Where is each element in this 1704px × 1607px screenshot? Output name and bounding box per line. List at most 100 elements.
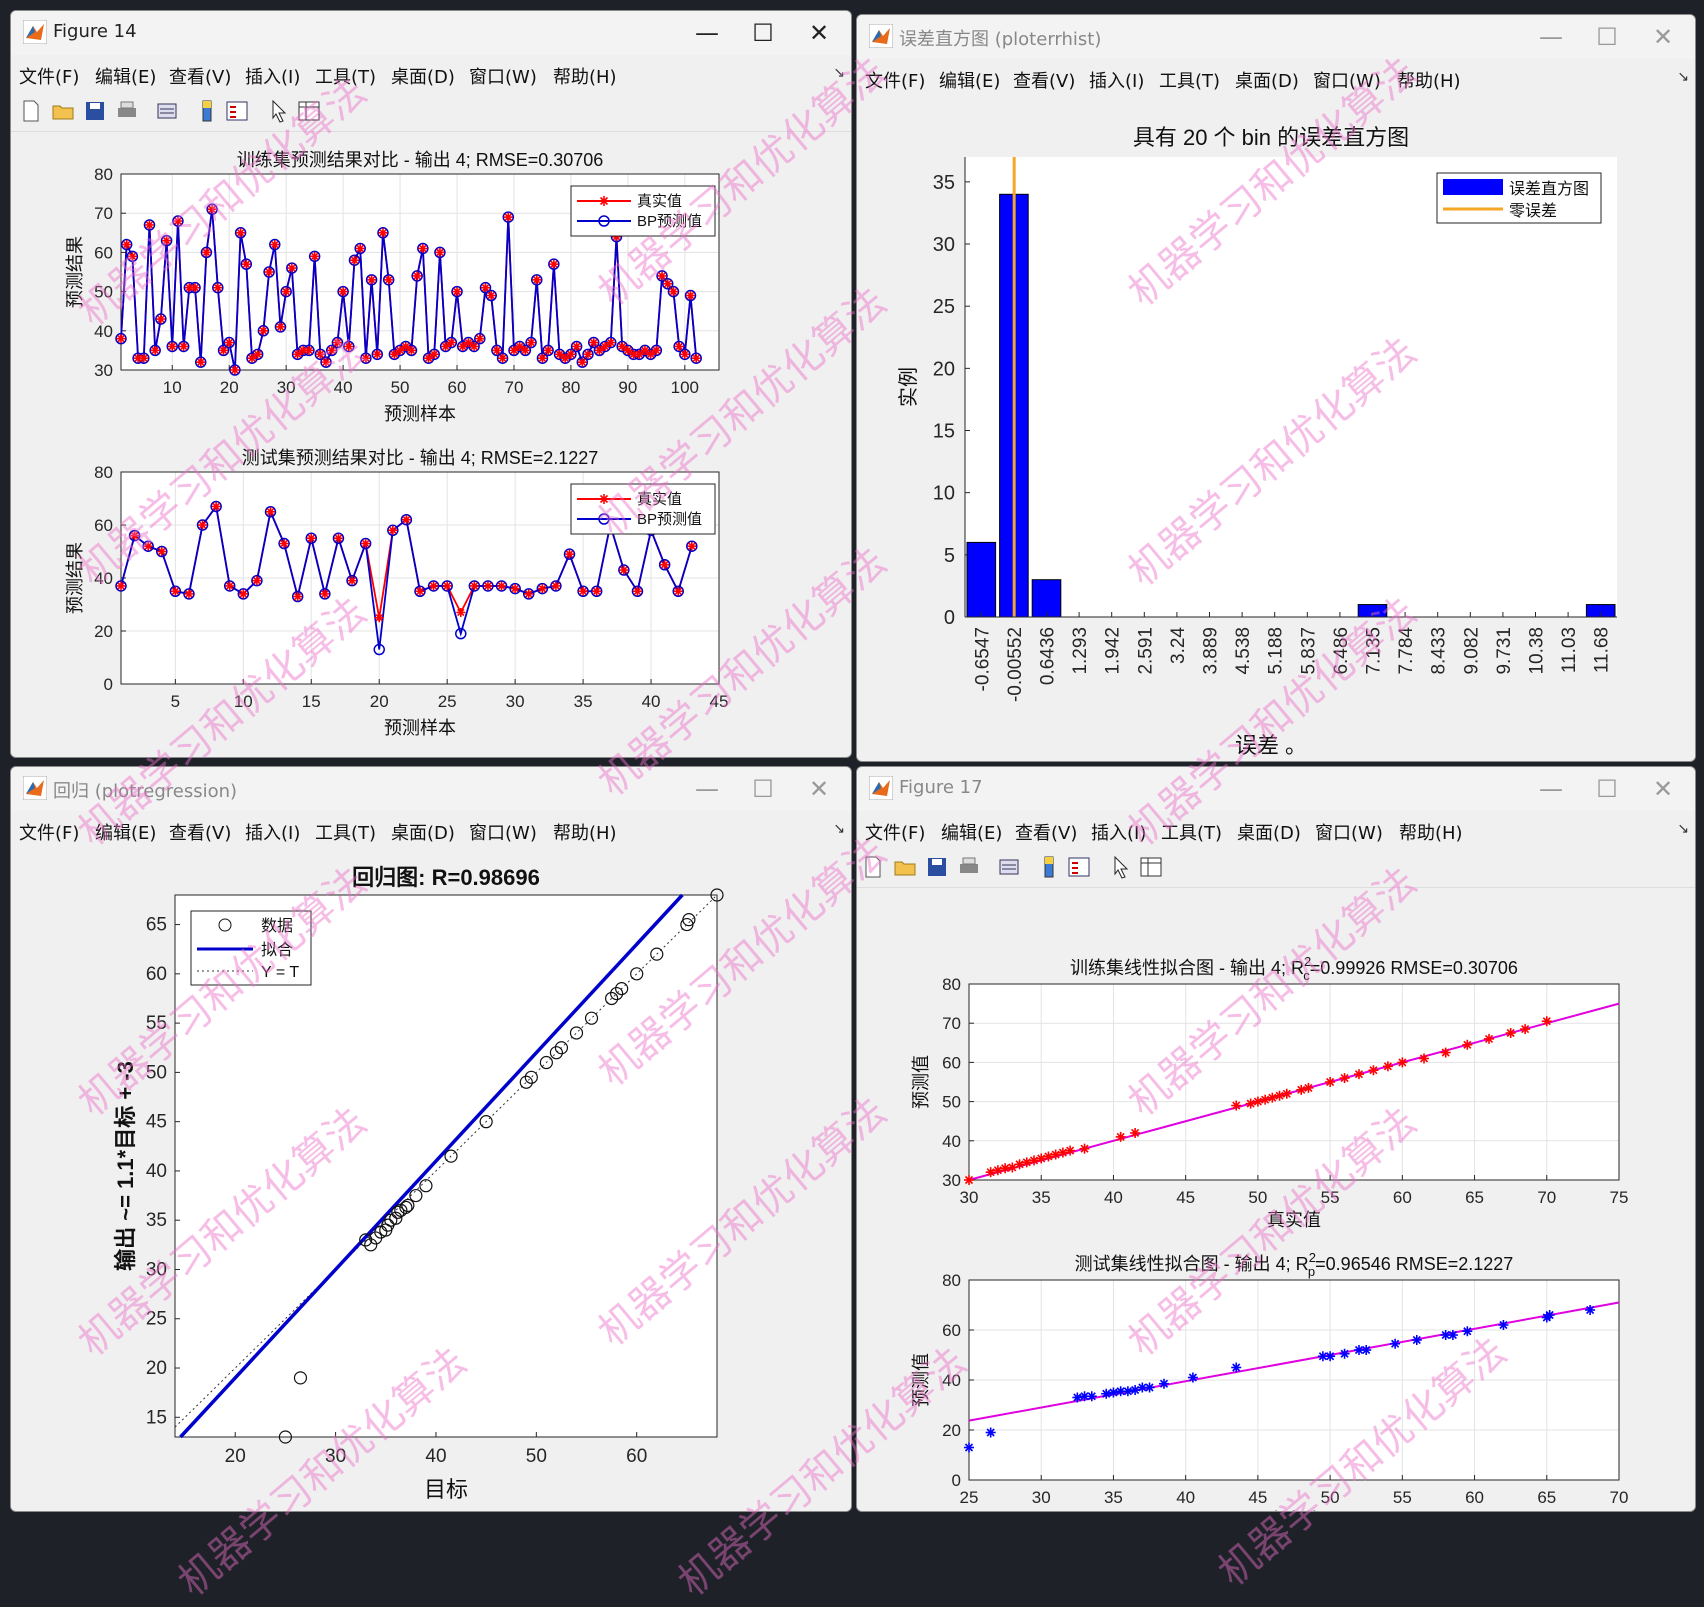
menu-desktop[interactable]: 桌面(D) (391, 67, 455, 88)
menu-desktop[interactable]: 桌面(D) (1235, 71, 1299, 92)
title-bar[interactable]: 误差直方图 (ploterrhist) — ☐ ✕ (857, 15, 1695, 59)
menu-edit[interactable]: 编辑(E) (95, 67, 157, 88)
print-icon[interactable] (115, 99, 139, 123)
data-point (1303, 1082, 1314, 1093)
maximize-button[interactable]: ☐ (752, 19, 774, 47)
title-bar[interactable]: 回归 (plotregression) — ☐ ✕ (11, 767, 851, 811)
y-tick-label: 65 (146, 915, 167, 936)
menu-help[interactable]: 帮助(H) (1399, 823, 1463, 844)
star-stroke (567, 350, 575, 359)
menu-tools[interactable]: 工具(T) (315, 823, 377, 844)
pred-point (690, 352, 702, 364)
maximize-button[interactable]: ☐ (1596, 23, 1618, 51)
true-point (361, 539, 371, 549)
menu-insert[interactable]: 插入(I) (245, 67, 301, 88)
true-point (551, 581, 561, 591)
menu-tools[interactable]: 工具(T) (1159, 71, 1221, 92)
minimize-button[interactable]: — (695, 775, 719, 803)
legend-icon[interactable] (1067, 855, 1091, 879)
save-icon[interactable] (83, 99, 107, 123)
menu-help[interactable]: 帮助(H) (553, 823, 617, 844)
figure-canvas: 回归图: R=0.98696 20 30 40 50 60 15 20 25 30 35 40 45 50… (11, 847, 851, 1511)
save-icon[interactable] (925, 855, 949, 879)
pred-point (354, 242, 366, 255)
true-point (600, 341, 610, 351)
menu-view[interactable]: 查看(V) (169, 823, 232, 844)
menu-edit[interactable]: 编辑(E) (939, 71, 1001, 92)
menu-tools[interactable]: 工具(T) (1161, 823, 1223, 844)
menu-file[interactable]: 文件(F) (865, 71, 926, 92)
close-button[interactable]: ✕ (808, 775, 830, 803)
minimize-button[interactable]: — (1539, 775, 1563, 803)
menu-dock-arrow-icon[interactable]: ↘ (1677, 69, 1689, 85)
menu-insert[interactable]: 插入(I) (245, 823, 301, 844)
menu-dock-arrow-icon[interactable]: ↘ (833, 65, 845, 81)
menu-desktop[interactable]: 桌面(D) (391, 823, 455, 844)
menu-edit[interactable]: 编辑(E) (95, 823, 157, 844)
menu-help[interactable]: 帮助(H) (553, 67, 617, 88)
menu-bar: 文件(F) 编辑(E) 查看(V) 插入(I) 工具(T) 桌面(D) 窗口(W… (11, 55, 851, 91)
new-figure-icon[interactable] (861, 855, 885, 879)
link-plot-icon[interactable] (155, 99, 179, 123)
menu-tools[interactable]: 工具(T) (315, 67, 377, 88)
true-point (543, 345, 553, 355)
menu-insert[interactable]: 插入(I) (1089, 71, 1145, 92)
maximize-button[interactable]: ☐ (1596, 775, 1618, 803)
menu-insert[interactable]: 插入(I) (1091, 823, 1147, 844)
x-axis-label: 误差 。 (1235, 733, 1307, 758)
star-stroke (384, 276, 393, 284)
menu-window[interactable]: 窗口(W) (1313, 71, 1381, 92)
y-tick-label: 80 (94, 165, 113, 184)
title-bar[interactable]: Figure 14 — ☐ ✕ (11, 11, 851, 55)
pointer-icon[interactable] (267, 99, 291, 123)
property-inspector-icon[interactable] (297, 99, 321, 123)
open-file-icon[interactable] (893, 855, 917, 879)
minimize-button[interactable]: — (695, 19, 719, 47)
menu-file[interactable]: 文件(F) (19, 67, 80, 88)
link-plot-icon[interactable] (997, 855, 1021, 879)
menu-view[interactable]: 查看(V) (1015, 823, 1078, 844)
menu-window[interactable]: 窗口(W) (469, 67, 537, 88)
menu-file[interactable]: 文件(F) (19, 823, 80, 844)
star-stroke (1232, 1101, 1241, 1110)
close-button[interactable]: ✕ (1652, 775, 1674, 803)
x-tick-label: 9.731 (1494, 627, 1515, 675)
star-stroke (624, 346, 632, 355)
menu-view[interactable]: 查看(V) (169, 67, 232, 88)
colorbar-icon[interactable] (195, 99, 219, 123)
close-button[interactable]: ✕ (1652, 23, 1674, 51)
menu-window[interactable]: 窗口(W) (1315, 823, 1383, 844)
true-point (549, 259, 559, 269)
star-stroke (565, 550, 574, 558)
star-stroke (253, 576, 261, 585)
legend-label: 数据 (261, 917, 293, 935)
property-inspector-icon[interactable] (1139, 855, 1163, 879)
menu-view[interactable]: 查看(V) (1013, 71, 1076, 92)
star-stroke (334, 534, 343, 542)
star-stroke (584, 350, 592, 359)
pointer-icon[interactable] (1109, 855, 1133, 879)
new-figure-icon[interactable] (19, 99, 43, 123)
menu-desktop[interactable]: 桌面(D) (1237, 823, 1301, 844)
minimize-button[interactable]: — (1539, 23, 1563, 51)
maximize-button[interactable]: ☐ (752, 775, 774, 803)
title-bar[interactable]: Figure 17 — ☐ ✕ (857, 767, 1695, 811)
legend-label: 拟合 (261, 941, 293, 959)
menu-window[interactable]: 窗口(W) (469, 823, 537, 844)
menu-dock-arrow-icon[interactable]: ↘ (833, 821, 845, 837)
close-button[interactable]: ✕ (808, 19, 830, 47)
menu-file[interactable]: 文件(F) (865, 823, 926, 844)
pred-point (155, 313, 167, 325)
y-tick-label: 10 (933, 483, 955, 505)
data-point (1397, 1057, 1408, 1068)
menu-dock-arrow-icon[interactable]: ↘ (1677, 821, 1689, 837)
star-stroke (1066, 1146, 1075, 1155)
legend-icon[interactable] (225, 99, 249, 123)
print-icon[interactable] (957, 855, 981, 879)
menu-help[interactable]: 帮助(H) (1397, 71, 1461, 92)
title-prefix: 训练集线性拟合图 - 输出 4; R (1070, 958, 1304, 978)
menu-edit[interactable]: 编辑(E) (941, 823, 1003, 844)
star-stroke (1391, 1339, 1400, 1348)
colorbar-icon[interactable] (1037, 855, 1061, 879)
open-file-icon[interactable] (51, 99, 75, 123)
